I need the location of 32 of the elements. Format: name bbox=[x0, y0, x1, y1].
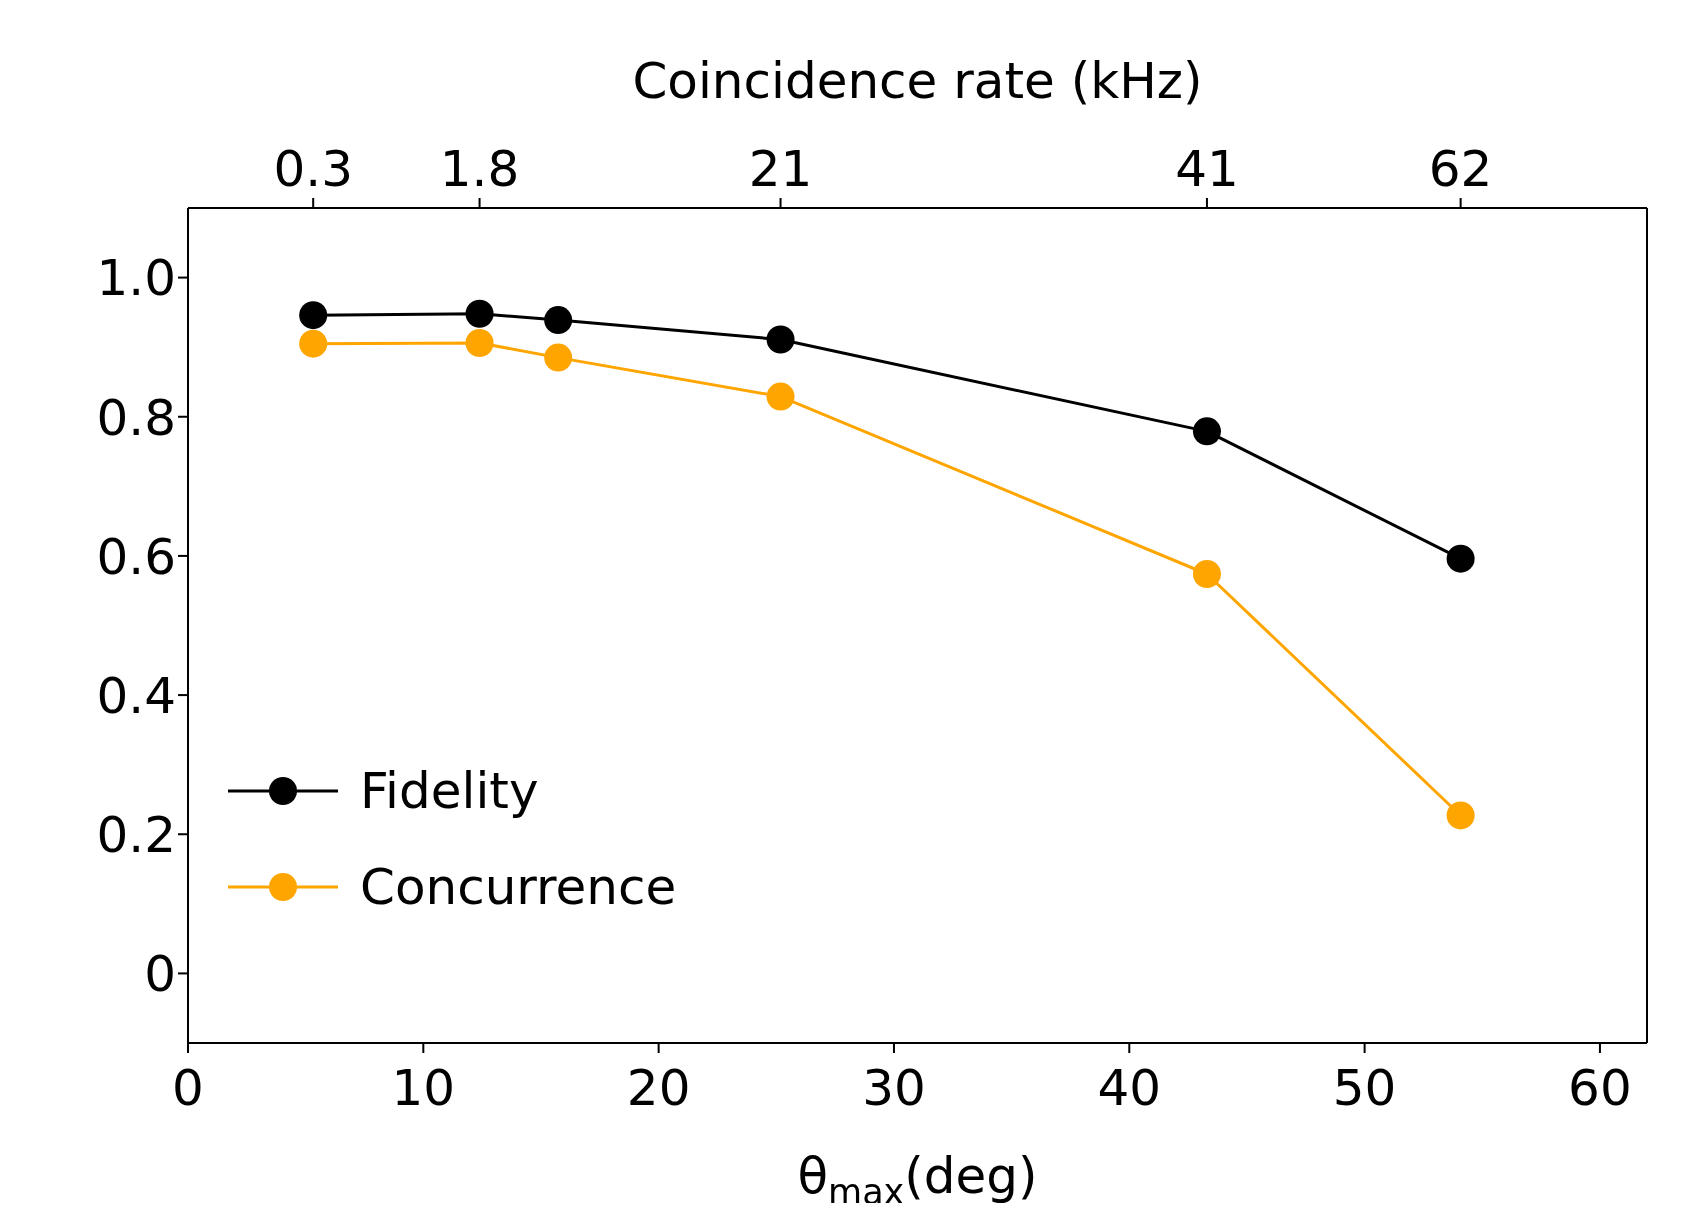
point bbox=[1192, 560, 1221, 589]
y-tick-label: 1.0 bbox=[96, 249, 176, 308]
x-tick-label: 20 bbox=[626, 1059, 691, 1117]
legend-label: Fidelity bbox=[360, 762, 539, 820]
x-tick-label: 60 bbox=[1568, 1059, 1632, 1117]
point bbox=[544, 343, 573, 372]
annotation: 41 bbox=[1175, 140, 1239, 198]
point bbox=[299, 301, 328, 330]
point bbox=[465, 299, 494, 328]
y-tick-label: 0.2 bbox=[96, 806, 176, 864]
point bbox=[766, 382, 795, 411]
x-tick-label: 40 bbox=[1097, 1059, 1162, 1117]
annotation: 0.3 bbox=[273, 140, 353, 198]
point bbox=[299, 329, 328, 358]
x-tick-label: 10 bbox=[391, 1059, 456, 1117]
y-tick-label: 0.8 bbox=[96, 388, 176, 447]
point bbox=[1446, 801, 1475, 830]
point bbox=[544, 306, 573, 335]
y-tick-label: 0 bbox=[144, 945, 176, 1004]
y-tick-label: 0.4 bbox=[96, 666, 176, 725]
point bbox=[1446, 544, 1475, 573]
annotation: 21 bbox=[748, 140, 813, 198]
x-tick-label: 30 bbox=[862, 1059, 926, 1117]
x-tick-label: 50 bbox=[1332, 1059, 1397, 1117]
y-tick-label: 0.6 bbox=[96, 527, 176, 586]
x2-axis-title: Coincidence rate (kHz) bbox=[632, 52, 1203, 110]
point bbox=[1192, 417, 1221, 446]
point bbox=[766, 325, 795, 354]
legend-label: Concurrence bbox=[360, 858, 677, 916]
annotation: 1.8 bbox=[439, 140, 520, 198]
point bbox=[465, 328, 494, 357]
annotation: 62 bbox=[1428, 140, 1493, 198]
